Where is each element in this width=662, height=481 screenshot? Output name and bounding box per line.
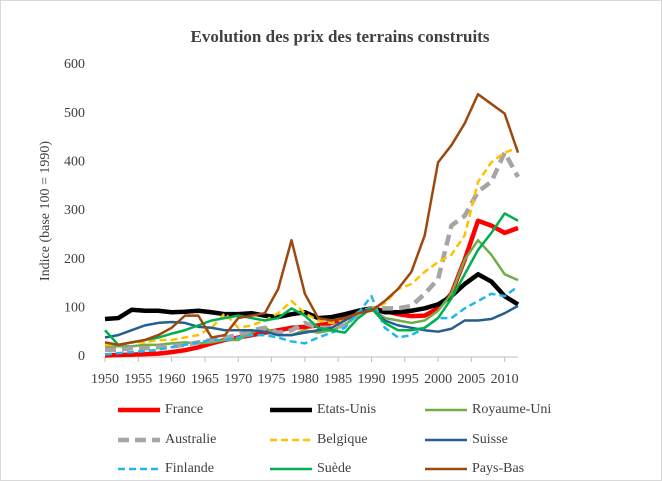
x-tick-label: 2010 — [491, 372, 519, 387]
series-line — [104, 304, 519, 339]
legend-label: Royaume-Uni — [472, 402, 551, 417]
y-tick-label: 0 — [78, 349, 85, 364]
legend-label: Pays-Bas — [472, 461, 524, 476]
y-tick-label: 500 — [64, 106, 85, 121]
x-tick-label: 1975 — [258, 372, 286, 387]
x-tick-label: 1960 — [158, 372, 186, 387]
x-tick-label: 1965 — [191, 372, 219, 387]
series-line — [104, 92, 520, 347]
legend-label: Etats-Unis — [317, 402, 376, 417]
y-tick-label: 200 — [64, 252, 85, 267]
y-tick-label: 400 — [64, 155, 85, 170]
x-tick-label: 1970 — [224, 372, 252, 387]
x-tick-label: 1955 — [124, 372, 152, 387]
legend-label: Finlande — [165, 461, 214, 476]
legend-label: France — [165, 402, 203, 417]
x-tick-label: 1980 — [291, 372, 319, 387]
y-tick-label: 300 — [64, 203, 85, 218]
x-tick-label: 2005 — [457, 372, 485, 387]
x-tick-label: 1950 — [91, 372, 119, 387]
chart-title: Evolution des prix des terrains construi… — [191, 27, 490, 46]
y-tick-label: 100 — [64, 301, 85, 316]
series-line — [104, 285, 519, 356]
legend-label: Belgique — [317, 432, 368, 447]
series-line — [105, 146, 519, 347]
x-tick-label: 1995 — [391, 372, 419, 387]
legend-label: Suède — [317, 461, 351, 476]
y-axis-label: Indice (base 100 = 1990) — [38, 141, 53, 281]
x-tick-label: 2000 — [424, 372, 452, 387]
legend-label: Australie — [165, 432, 216, 447]
x-tick-label: 1985 — [324, 372, 352, 387]
x-tick-label: 1990 — [357, 372, 385, 387]
legend-label: Suisse — [472, 432, 508, 447]
series-line — [104, 212, 519, 347]
y-tick-label: 600 — [64, 57, 85, 72]
